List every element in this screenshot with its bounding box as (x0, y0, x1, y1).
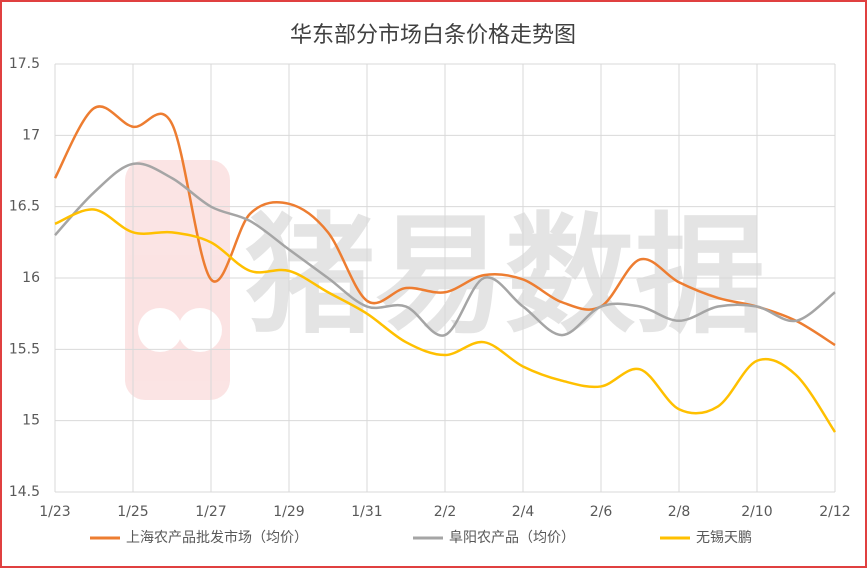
y-tick-label: 14.5 (9, 484, 40, 500)
watermark-logo (125, 160, 230, 400)
y-tick-label: 16.5 (9, 199, 40, 215)
x-tick-label: 2/8 (668, 504, 691, 520)
y-tick-label: 17.5 (9, 56, 40, 72)
x-tick-label: 1/31 (351, 504, 382, 520)
legend-label: 无锡天鹏 (696, 530, 752, 546)
series-line (54, 208, 837, 433)
series-line (54, 162, 836, 337)
y-tick-label: 15 (22, 413, 40, 429)
x-tick-label: 1/23 (39, 504, 70, 520)
x-tick-label: 2/10 (741, 504, 772, 520)
y-tick-label: 17 (22, 127, 40, 143)
x-tick-label: 1/27 (195, 504, 226, 520)
y-tick-label: 15.5 (9, 341, 40, 357)
legend-label: 上海农产品批发市场（均价） (126, 529, 308, 546)
x-tick-label: 2/6 (590, 504, 613, 520)
y-tick-label: 16 (22, 270, 40, 286)
x-tick-label: 2/4 (512, 504, 535, 520)
x-tick-label: 2/2 (434, 504, 457, 520)
series-line (53, 105, 836, 347)
x-tick-label: 1/29 (273, 504, 304, 520)
x-tick-label: 2/12 (819, 504, 850, 520)
legend-label: 阜阳农产品（均价） (449, 529, 575, 546)
chart-title: 华东部分市场白条价格走势图 (290, 23, 576, 48)
x-tick-label: 1/25 (117, 504, 148, 520)
